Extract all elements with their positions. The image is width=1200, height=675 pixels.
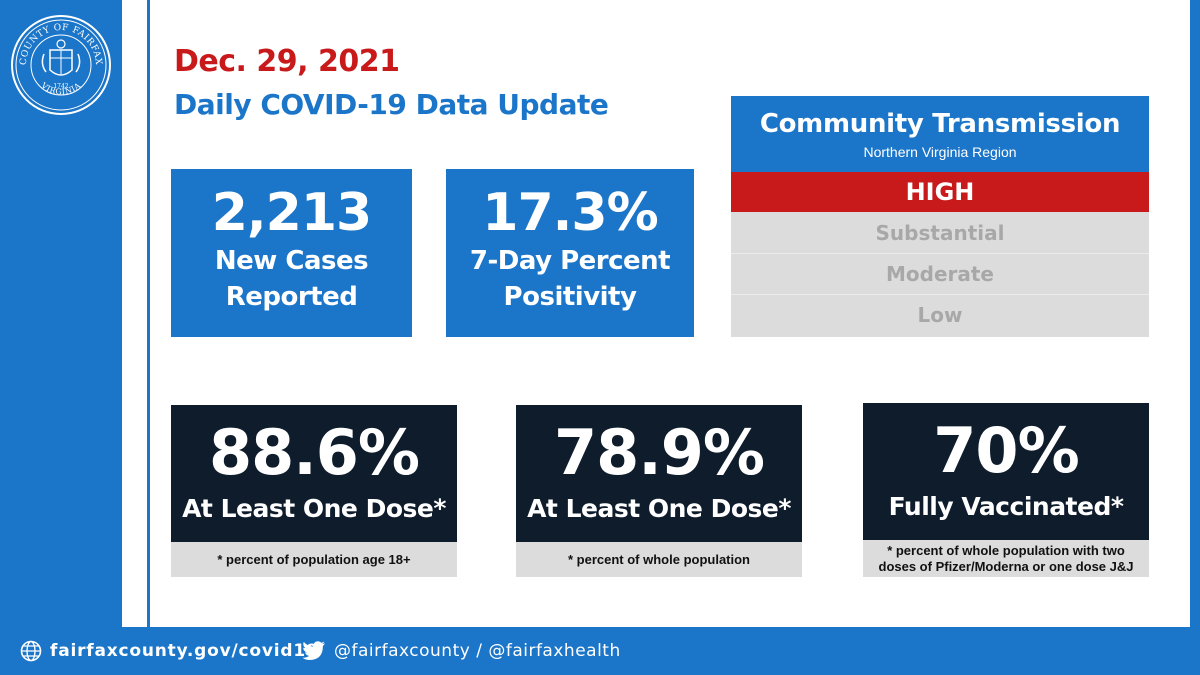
- social-handles[interactable]: @fairfaxcounty / @fairfaxhealth: [302, 627, 621, 675]
- county-seal-icon: COUNTY OF FAIRFAX VIRGINIA 1742: [11, 15, 111, 115]
- positivity-card: 17.3% 7-Day Percent Positivity: [446, 169, 694, 337]
- globe-icon: [20, 640, 42, 662]
- vax-footnote: * percent of whole population: [516, 542, 802, 577]
- community-transmission-title: Community Transmission: [759, 109, 1121, 139]
- vax-value: 78.9%: [553, 416, 765, 489]
- vax-card-total-one-dose: 78.9% At Least One Dose* * percent of wh…: [516, 405, 802, 577]
- social-handles-text: @fairfaxcounty / @fairfaxhealth: [334, 641, 621, 661]
- level-substantial: Substantial: [731, 212, 1149, 254]
- vax-label: At Least One Dose*: [527, 494, 791, 523]
- page-title: Daily COVID-19 Data Update: [174, 88, 609, 121]
- report-date: Dec. 29, 2021: [174, 44, 400, 79]
- left-band: [0, 0, 122, 675]
- vax-footnote-line2: doses of Pfizer/Moderna or one dose J&J: [878, 559, 1134, 574]
- positivity-label-line1: 7-Day Percent: [469, 246, 671, 276]
- vax-footnote: * percent of whole population with two d…: [863, 540, 1149, 577]
- new-cases-value: 2,213: [211, 183, 372, 243]
- vax-footnote-line1: * percent of whole population with two: [887, 543, 1125, 558]
- positivity-value: 17.3%: [482, 183, 658, 243]
- website-link[interactable]: fairfaxcounty.gov/covid19: [20, 627, 319, 675]
- vax-label: At Least One Dose*: [182, 494, 446, 523]
- seal-year: 1742: [53, 83, 68, 90]
- vax-label: Fully Vaccinated*: [888, 492, 1124, 521]
- level-moderate: Moderate: [731, 254, 1149, 295]
- vax-card-adult-one-dose: 88.6% At Least One Dose* * percent of po…: [171, 405, 457, 577]
- vax-footnote: * percent of population age 18+: [171, 542, 457, 577]
- vax-card-fully-vaccinated: 70% Fully Vaccinated* * percent of whole…: [863, 403, 1149, 577]
- vax-value: 70%: [933, 414, 1079, 487]
- twitter-bird-icon: [302, 641, 325, 660]
- positivity-label-line2: Positivity: [503, 282, 637, 312]
- level-high: HIGH: [731, 172, 1149, 212]
- footer-bar: fairfaxcounty.gov/covid19 @fairfaxcounty…: [0, 627, 1200, 675]
- new-cases-label-line1: New Cases: [214, 246, 369, 276]
- community-transmission-header: Community Transmission Northern Virginia…: [731, 96, 1149, 172]
- accent-rule: [147, 0, 150, 627]
- level-low: Low: [731, 295, 1149, 337]
- new-cases-label-line2: Reported: [225, 282, 358, 312]
- new-cases-card: 2,213 New Cases Reported: [171, 169, 412, 337]
- vax-card-body: 78.9% At Least One Dose*: [516, 405, 802, 542]
- vax-card-body: 88.6% At Least One Dose*: [171, 405, 457, 542]
- website-url: fairfaxcounty.gov/covid19: [50, 641, 319, 661]
- community-transmission-panel: Community Transmission Northern Virginia…: [731, 96, 1149, 337]
- vax-card-body: 70% Fully Vaccinated*: [863, 403, 1149, 540]
- region-label: Northern Virginia Region: [863, 144, 1017, 160]
- vax-value: 88.6%: [208, 416, 420, 489]
- right-edge: [1190, 0, 1200, 627]
